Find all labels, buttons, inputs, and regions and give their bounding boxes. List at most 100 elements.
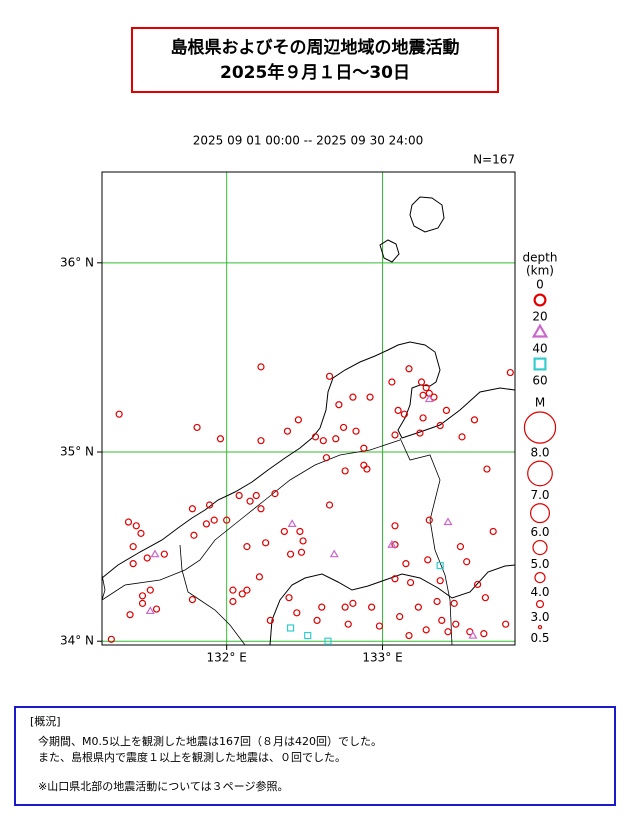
epicenter: [335, 401, 343, 409]
epicenter: [473, 580, 482, 589]
epicenter: [319, 437, 327, 445]
epicenter: [422, 384, 430, 392]
epicenter: [391, 431, 399, 439]
island: [409, 196, 445, 233]
epicenter: [400, 410, 408, 418]
epicenter: [332, 435, 340, 443]
legend-title: depth: [523, 251, 558, 265]
epicenter: [257, 437, 265, 445]
epicenter: [368, 603, 376, 611]
legend-label: 8.0: [530, 446, 549, 460]
epicenter: [160, 550, 168, 558]
epicenter: [391, 522, 399, 530]
epicenter: [480, 630, 488, 638]
epicenter: [145, 606, 155, 615]
legend-label: 20: [532, 310, 547, 324]
coastlines: [102, 196, 515, 645]
count: N=167: [473, 153, 515, 167]
summary-heading: [概況]: [30, 714, 61, 728]
epicenter: [146, 586, 154, 594]
epicenter: [424, 394, 434, 403]
epicenter: [143, 554, 151, 562]
epicenter: [349, 599, 357, 607]
epicenter: [283, 427, 292, 435]
epicenter: [414, 603, 422, 611]
epicenter: [188, 595, 196, 604]
legend-magnitude: [534, 571, 546, 584]
epicenter: [341, 467, 349, 475]
prefecture-border: [102, 439, 401, 601]
epicenter: [202, 520, 211, 528]
legend-marker: [531, 323, 549, 338]
epicenter: [329, 549, 339, 558]
epicenter: [137, 529, 145, 537]
epicenter: [352, 427, 360, 435]
epicenter: [325, 501, 334, 509]
epicenter: [255, 573, 264, 581]
epicenter: [243, 586, 251, 594]
epicenters: [107, 363, 514, 645]
epicenter: [287, 519, 297, 528]
epicenter: [344, 620, 352, 628]
epicenter: [433, 597, 441, 606]
coastline: [102, 341, 515, 579]
epicenter: [402, 560, 410, 568]
epicenter: [458, 433, 466, 441]
epicenter: [419, 391, 427, 399]
legend-label: 60: [532, 374, 547, 388]
epicenter: [363, 465, 371, 473]
summary-line: ※山口県北部の地震活動については３ページ参照。: [38, 779, 288, 793]
epicenter: [438, 616, 446, 625]
epicenter: [193, 423, 201, 432]
legend-label: 5.0: [530, 557, 549, 571]
epicenter: [286, 624, 295, 632]
legend-title: M: [535, 396, 545, 410]
legend-magnitude: [529, 503, 551, 524]
epicenter: [450, 599, 458, 607]
epicenter: [129, 560, 137, 568]
epicenter: [286, 550, 295, 558]
epicenter: [396, 613, 404, 621]
epicenter: [324, 637, 332, 645]
epicenter: [107, 635, 115, 643]
y-tick-label: 36° N: [60, 255, 94, 269]
x-tick-label: 132° E: [207, 651, 247, 665]
graticule: [102, 172, 515, 645]
title: 島根県およびその周辺地域の地震活動: [171, 37, 460, 58]
epicenter: [257, 363, 265, 371]
epicenter: [424, 556, 432, 564]
subtitle: 2025年９月１日～30日: [220, 62, 410, 83]
epicenter: [436, 421, 444, 430]
epicenter: [502, 620, 510, 628]
legend-label: 3.0: [530, 610, 549, 624]
epicenter: [304, 631, 312, 640]
epicenter: [210, 516, 218, 524]
epicenter: [430, 393, 438, 401]
epicenter: [360, 444, 368, 452]
epicenter: [506, 368, 514, 377]
legend-magnitude: [527, 460, 553, 487]
epicenter: [456, 543, 465, 551]
y-tick-label: 35° N: [60, 445, 94, 459]
epicenter: [294, 416, 302, 424]
epicenter: [115, 410, 123, 418]
epicenter: [468, 630, 478, 639]
summary-box: [14, 706, 616, 806]
epicenter: [252, 491, 260, 500]
epicenter: [318, 603, 326, 611]
title-box: [131, 27, 499, 93]
epicenter: [322, 454, 331, 462]
epicenter: [422, 626, 430, 634]
epicenter: [280, 527, 288, 536]
epicenter: [339, 423, 348, 432]
legend-magnitude: [535, 600, 545, 609]
map-frame: [101, 171, 516, 646]
legend: depth(km)0 20 40 60 M 8.0 7.0 6.0 5.0 4.0 3.0 0.5: [523, 251, 558, 646]
epicenter: [243, 543, 251, 551]
epicenter: [262, 539, 270, 547]
epicenter: [416, 429, 424, 437]
epicenter: [443, 517, 453, 526]
epicenter: [391, 575, 399, 583]
epicenter: [297, 548, 306, 556]
